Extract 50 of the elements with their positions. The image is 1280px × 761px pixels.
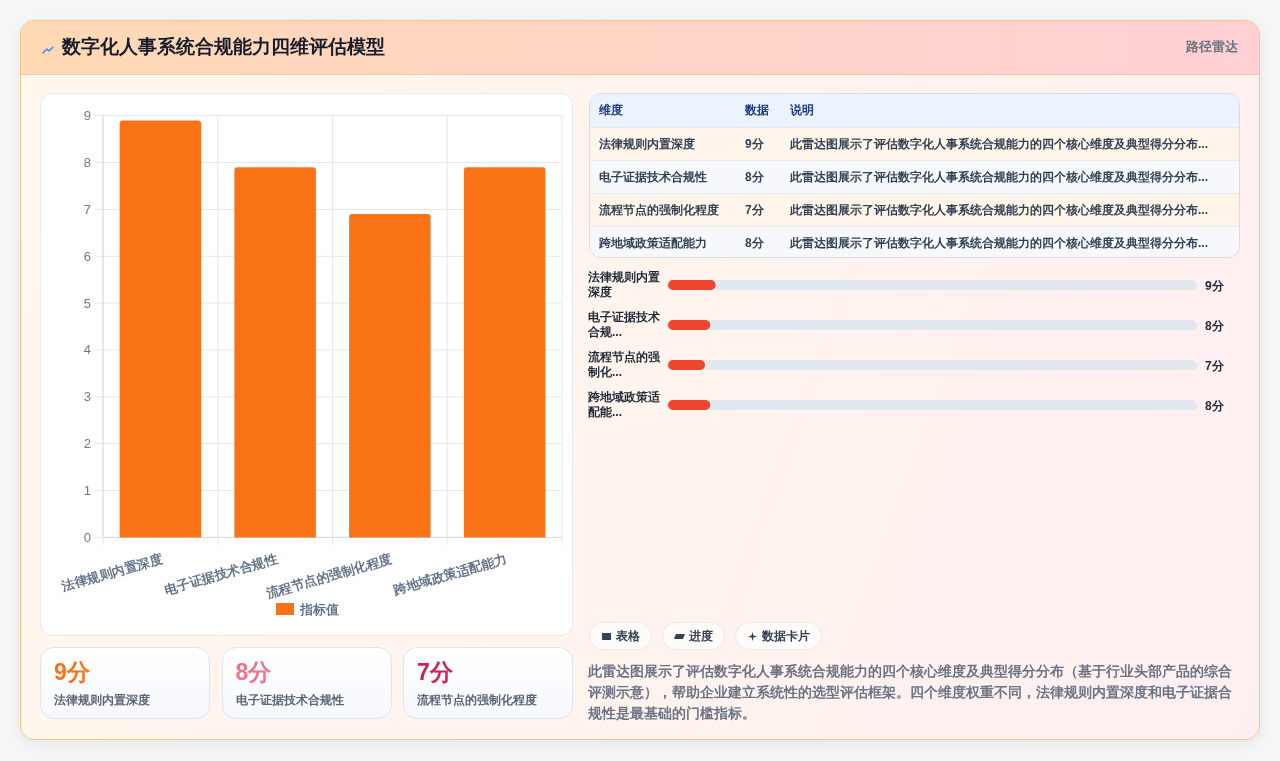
y-tick-label: 3 (83, 389, 91, 405)
text: 说明 (790, 102, 814, 119)
y-tick-label: 7 (83, 201, 91, 217)
text: 此雷达图展示了评估数字化人事系统合规能力的四个核心维度及典型得分分布... (790, 136, 1209, 153)
text: 此雷达图展示了评估数字化人事系统合规能力的四个核心维度及典型得分分布（基于行业头部产品的综合评测示意），帮助企业建立系统性的选型评估框架。四个维度权重不同，法律规则内置深度和电子证据合规性是最基础的门槛指标。 (588, 663, 1233, 723)
text: 数据 (745, 102, 769, 119)
text: 电子证据技术合规性 (599, 169, 707, 186)
bar (463, 167, 546, 538)
y-tick-label: 流程节点的强制化... (588, 350, 661, 380)
y-tick-label: 1 (83, 483, 91, 499)
text: 8分 (745, 169, 764, 186)
legend-label: 指标值 (299, 602, 339, 617)
text: 8分 (745, 235, 764, 252)
y-tick-label: 6 (83, 248, 91, 264)
data-label: 8分 (1205, 398, 1225, 413)
y-tick-label: 5 (83, 295, 91, 311)
text: 维度 (599, 102, 623, 119)
text: 数据卡片 (762, 627, 810, 645)
y-tick-label: 8 (83, 155, 91, 171)
y-tick-label: 电子证据技术合规... (588, 310, 661, 340)
text: 法律规则内置深度 (599, 136, 695, 153)
text: 电子证据技术合规性 (235, 692, 344, 708)
text: 流程节点的强制化程度 (417, 692, 537, 708)
y-tick-label: 跨地域政策适配能... (588, 390, 661, 420)
y-tick-label: 2 (83, 436, 91, 452)
data-label: 8分 (1205, 318, 1225, 333)
text: 流程节点的强制化程度 (599, 202, 719, 219)
text: 9分 (745, 136, 764, 153)
text: 9分 (54, 658, 90, 687)
text: 进度 (689, 627, 713, 645)
text: 此雷达图展示了评估数字化人事系统合规能力的四个核心维度及典型得分分布... (790, 235, 1209, 252)
bar (234, 167, 316, 538)
y-tick-label: 4 (83, 342, 91, 358)
bar (119, 120, 202, 538)
y-tick-label: 0 (83, 529, 91, 545)
text: 表格 (616, 627, 640, 645)
text: 跨地域政策适配能力 (599, 235, 707, 252)
text: 路径雷达 (1186, 39, 1238, 55)
y-tick-label: 法律规则内置深度 (588, 270, 661, 300)
text: 此雷达图展示了评估数字化人事系统合规能力的四个核心维度及典型得分分布... (790, 202, 1209, 219)
text: 8分 (235, 658, 272, 687)
bar (349, 214, 431, 538)
data-label: 9分 (1205, 278, 1225, 293)
text: 7分 (417, 658, 453, 687)
text: 数字化人事系统合规能力四维评估模型 (62, 35, 385, 59)
text: 7分 (745, 202, 764, 219)
data-label: 7分 (1205, 358, 1225, 373)
y-tick-label: 9 (83, 108, 91, 124)
text: 此雷达图展示了评估数字化人事系统合规能力的四个核心维度及典型得分分布... (790, 169, 1209, 186)
text: 法律规则内置深度 (54, 692, 150, 708)
